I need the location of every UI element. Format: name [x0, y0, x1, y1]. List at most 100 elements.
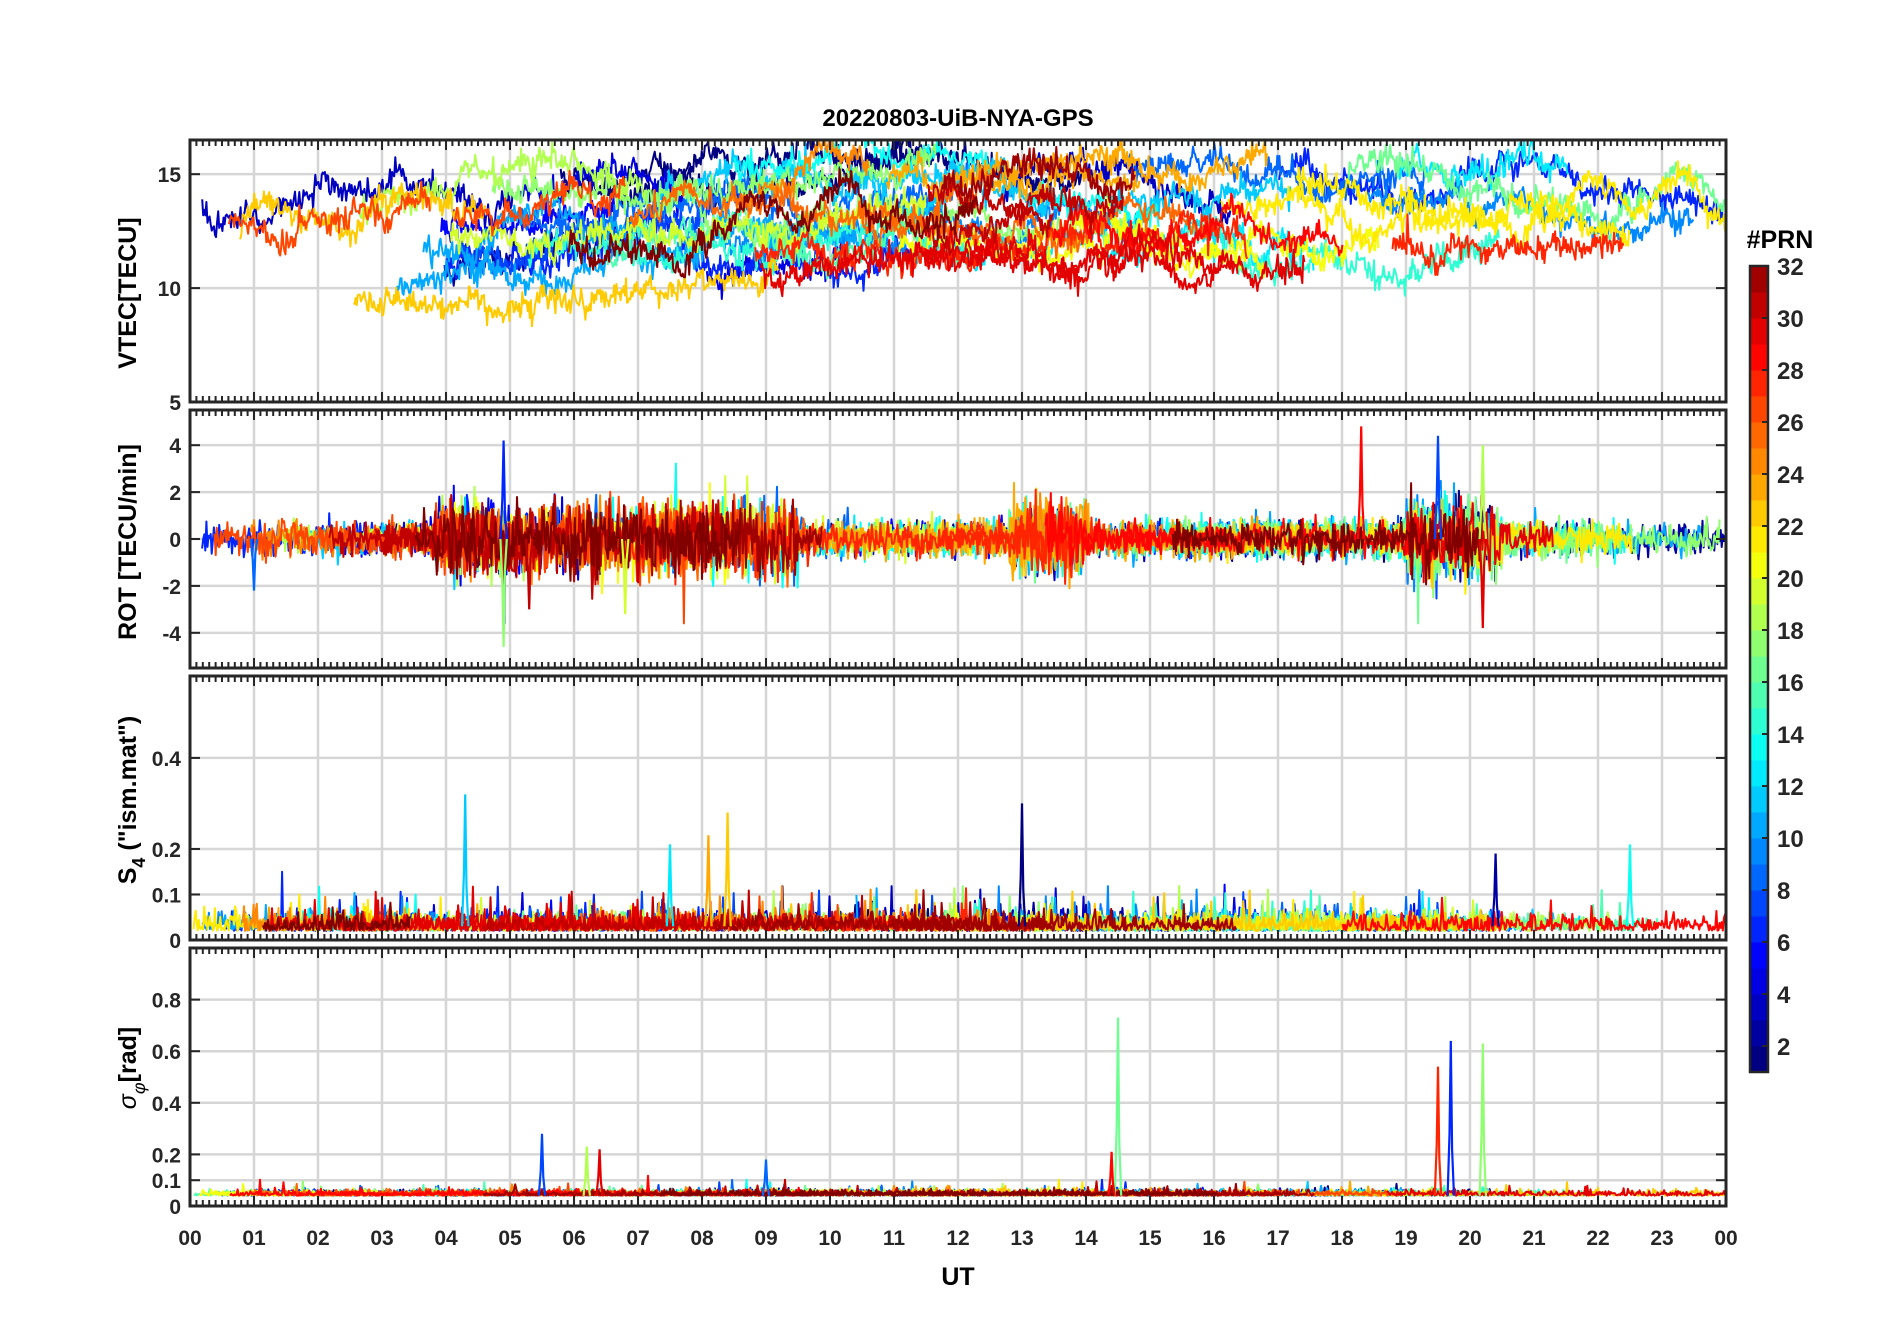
- prn-trace: [261, 901, 412, 932]
- colorbar-segment: [1750, 578, 1768, 605]
- prn-trace: [1341, 896, 1726, 932]
- sigma-y-label: σφ[rad]: [114, 1027, 149, 1109]
- x-tick-label: 15: [1138, 1227, 1162, 1250]
- y-tick-label: 0.4: [152, 1093, 182, 1116]
- colorbar-segment: [1750, 994, 1768, 1021]
- colorbar-tick-label: 16: [1777, 670, 1804, 697]
- prn-trace: [352, 253, 780, 328]
- s4-y-label-main: S: [114, 868, 142, 885]
- colorbar-segment: [1750, 942, 1768, 969]
- trace-group: [193, 1017, 1726, 1197]
- prn-trace: [567, 168, 979, 279]
- colorbar-tick-label: 22: [1777, 514, 1804, 541]
- s4-y-label-sub: 4: [129, 858, 149, 868]
- peak-mark: [537, 1133, 547, 1196]
- x-tick-label: 17: [1266, 1227, 1289, 1250]
- colorbar-tick-label: 14: [1777, 722, 1804, 749]
- colorbar-tick-label: 4: [1777, 982, 1791, 1009]
- prn-trace: [201, 156, 514, 239]
- peak-mark: [761, 1159, 771, 1196]
- prn-trace: [414, 496, 742, 582]
- peak-mark: [1107, 1151, 1116, 1196]
- peak-mark: [704, 835, 713, 927]
- x-axis-label: UT: [941, 1263, 974, 1291]
- colorbar-segment: [1750, 292, 1768, 319]
- y-tick-label: 0.6: [152, 1041, 181, 1064]
- peak-mark: [1625, 844, 1635, 927]
- colorbar-tick-label: 12: [1777, 774, 1804, 801]
- colorbar-tick-label: 30: [1777, 306, 1804, 333]
- sigma-phi-panel: 0 0.1 0.2 0.4 0.6 0.8: [152, 946, 1728, 1219]
- y-tick-label: 15: [158, 164, 182, 187]
- peak-mark: [249, 538, 259, 591]
- colorbar-segment: [1750, 604, 1768, 631]
- x-tick-label: 02: [306, 1227, 329, 1250]
- y-tick-label: 2: [169, 482, 181, 505]
- prn-trace: [921, 198, 1054, 256]
- peak-mark: [1356, 426, 1366, 540]
- y-tick-label: 0.1: [152, 884, 182, 907]
- colorbar-segment: [1750, 1020, 1768, 1047]
- sigma-y-label-phi: φ: [129, 1082, 149, 1094]
- x-tick-label: 18: [1330, 1227, 1354, 1250]
- rot-y-label: ROT [TECU/min]: [114, 444, 142, 640]
- colorbar-tick-label: 8: [1777, 878, 1790, 905]
- y-tick-label: 0.4: [152, 748, 182, 771]
- colorbar-segment: [1750, 708, 1768, 735]
- y-tick-label: 10: [158, 278, 181, 301]
- colorbar-segment: [1750, 344, 1768, 371]
- prn-trace: [453, 169, 626, 237]
- y-tick-label: 0: [169, 930, 181, 953]
- colorbar-tick-label: 32: [1777, 254, 1804, 281]
- x-tick-label: 06: [562, 1227, 585, 1250]
- x-tick-label: 23: [1650, 1227, 1673, 1250]
- trace-group: [192, 794, 1726, 932]
- x-tick-label: 03: [370, 1227, 393, 1250]
- x-tick-label: 09: [754, 1227, 777, 1250]
- x-tick-label: 00: [178, 1227, 201, 1250]
- peak-mark: [595, 1149, 604, 1196]
- y-tick-label: 0.1: [152, 1170, 182, 1193]
- peak-mark: [1478, 538, 1488, 629]
- peak-mark: [1017, 803, 1027, 927]
- colorbar-tick-label: 26: [1777, 410, 1804, 437]
- peak-mark: [1478, 1043, 1488, 1196]
- vtec-panel: 5 10 15: [158, 138, 1728, 415]
- colorbar-segment: [1750, 266, 1768, 293]
- colorbar-title: #PRN: [1747, 226, 1814, 254]
- prn-trace: [1171, 482, 1483, 586]
- colorbar-segment: [1750, 864, 1768, 891]
- x-tick-label: 01: [242, 1227, 266, 1250]
- colorbar-tick-label: 28: [1777, 358, 1804, 385]
- prn-trace: [734, 1187, 1218, 1197]
- colorbar-tick-label: 10: [1777, 826, 1804, 853]
- colorbar-tick-label: 2: [1777, 1034, 1790, 1061]
- prn-trace: [239, 182, 487, 248]
- x-tick-label: 12: [946, 1227, 969, 1250]
- colorbar-segment: [1750, 318, 1768, 345]
- peak-mark: [582, 1146, 592, 1196]
- prn-trace: [266, 885, 702, 932]
- x-tick-label: 10: [818, 1227, 841, 1250]
- rot-panel: -4 -2 0 2 4: [162, 408, 1728, 670]
- s4-y-label: S4 ("ism.mat"): [114, 716, 149, 885]
- x-tick-label: 04: [434, 1227, 458, 1250]
- prn-trace: [1396, 140, 1570, 191]
- prn-trace: [733, 140, 990, 184]
- x-tick-label: 08: [690, 1227, 714, 1250]
- x-tick-labels: 00 01 02 03 04 05 06 07 08 09 10 11 12 13 14 15 16 17 18 19…: [178, 1227, 1737, 1250]
- y-tick-label: 0: [169, 529, 181, 552]
- colorbar-segment: [1750, 968, 1768, 995]
- peak-mark: [1433, 435, 1443, 540]
- colorbar-segment: [1750, 890, 1768, 917]
- colorbar-segment: [1750, 838, 1768, 865]
- peak-mark: [499, 440, 508, 540]
- prn-trace: [227, 180, 431, 257]
- peak-mark: [1446, 1040, 1456, 1196]
- sigma-y-label-rest: [rad]: [114, 1027, 142, 1083]
- prn-trace: [1052, 192, 1344, 257]
- prn-trace: [940, 145, 1136, 204]
- trace-group: [201, 426, 1726, 647]
- colorbar-segment: [1750, 396, 1768, 423]
